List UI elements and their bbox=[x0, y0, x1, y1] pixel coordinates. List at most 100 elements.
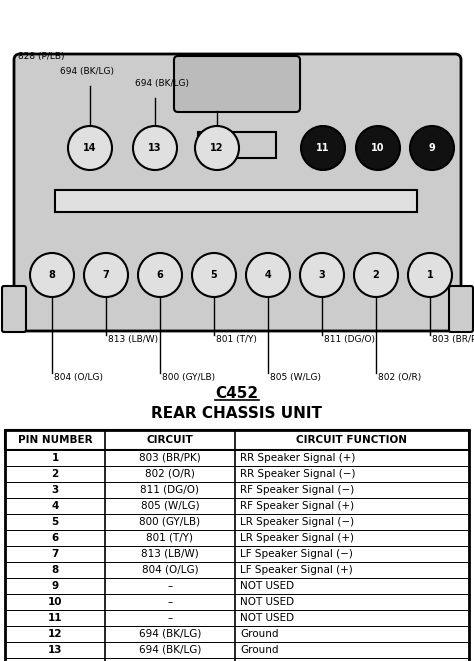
Circle shape bbox=[354, 253, 398, 297]
Bar bbox=[5, 530, 469, 546]
Text: 3: 3 bbox=[319, 270, 325, 280]
Text: 694 (BK/LG): 694 (BK/LG) bbox=[139, 645, 201, 655]
Circle shape bbox=[84, 253, 128, 297]
Text: 4: 4 bbox=[264, 270, 272, 280]
Text: 803 (BR/PK): 803 (BR/PK) bbox=[432, 335, 474, 344]
Text: 5: 5 bbox=[51, 517, 59, 527]
Text: RR Speaker Signal (+): RR Speaker Signal (+) bbox=[240, 453, 356, 463]
Text: 803 (BR/PK): 803 (BR/PK) bbox=[139, 453, 201, 463]
Text: 12: 12 bbox=[48, 629, 62, 639]
Text: 13: 13 bbox=[48, 645, 62, 655]
Text: NOT USED: NOT USED bbox=[240, 597, 294, 607]
Text: 813 (LB/W): 813 (LB/W) bbox=[108, 335, 158, 344]
Circle shape bbox=[133, 126, 177, 170]
Text: RF Speaker Signal (−): RF Speaker Signal (−) bbox=[240, 485, 354, 495]
Circle shape bbox=[301, 126, 345, 170]
Text: 10: 10 bbox=[48, 597, 62, 607]
Text: NOT USED: NOT USED bbox=[240, 581, 294, 591]
Bar bbox=[5, 430, 469, 450]
Text: 8: 8 bbox=[48, 270, 55, 280]
Text: –: – bbox=[167, 613, 173, 623]
Text: 3: 3 bbox=[51, 485, 59, 495]
Bar bbox=[55, 190, 417, 212]
Text: 804 (O/LG): 804 (O/LG) bbox=[54, 373, 103, 382]
Text: 694 (BK/LG): 694 (BK/LG) bbox=[60, 67, 114, 76]
Text: CIRCUIT FUNCTION: CIRCUIT FUNCTION bbox=[297, 435, 408, 445]
Text: 800 (GY/LB): 800 (GY/LB) bbox=[162, 373, 215, 382]
Text: PIN NUMBER: PIN NUMBER bbox=[18, 435, 92, 445]
Text: CIRCUIT: CIRCUIT bbox=[146, 435, 193, 445]
Text: RR Speaker Signal (−): RR Speaker Signal (−) bbox=[240, 469, 356, 479]
Circle shape bbox=[195, 126, 239, 170]
Text: Ground: Ground bbox=[240, 629, 279, 639]
Text: LR Speaker Signal (−): LR Speaker Signal (−) bbox=[240, 517, 354, 527]
Bar bbox=[5, 498, 469, 514]
Text: 805 (W/LG): 805 (W/LG) bbox=[270, 373, 321, 382]
Text: 9: 9 bbox=[52, 581, 59, 591]
Text: Ground: Ground bbox=[240, 645, 279, 655]
Bar bbox=[5, 642, 469, 658]
Bar bbox=[5, 626, 469, 642]
Text: 801 (T/Y): 801 (T/Y) bbox=[216, 335, 257, 344]
Text: 5: 5 bbox=[210, 270, 218, 280]
Circle shape bbox=[138, 253, 182, 297]
Text: –: – bbox=[167, 581, 173, 591]
Bar bbox=[5, 514, 469, 530]
Circle shape bbox=[408, 253, 452, 297]
Text: 828 (P/LB): 828 (P/LB) bbox=[18, 52, 64, 61]
Text: –: – bbox=[167, 597, 173, 607]
Circle shape bbox=[410, 126, 454, 170]
Text: 811 (DG/O): 811 (DG/O) bbox=[140, 485, 200, 495]
Text: 804 (O/LG): 804 (O/LG) bbox=[142, 565, 198, 575]
FancyBboxPatch shape bbox=[2, 286, 26, 332]
Text: 10: 10 bbox=[371, 143, 385, 153]
Text: LF Speaker Signal (+): LF Speaker Signal (+) bbox=[240, 565, 353, 575]
Circle shape bbox=[356, 126, 400, 170]
Text: 13: 13 bbox=[148, 143, 162, 153]
Text: 9: 9 bbox=[428, 143, 436, 153]
Bar bbox=[5, 546, 469, 562]
Text: LR Speaker Signal (+): LR Speaker Signal (+) bbox=[240, 533, 354, 543]
Bar bbox=[5, 658, 469, 661]
Text: LF Speaker Signal (−): LF Speaker Signal (−) bbox=[240, 549, 353, 559]
Circle shape bbox=[246, 253, 290, 297]
Text: 11: 11 bbox=[316, 143, 330, 153]
Text: 2: 2 bbox=[373, 270, 379, 280]
Text: 14: 14 bbox=[83, 143, 97, 153]
Circle shape bbox=[30, 253, 74, 297]
Text: 811 (DG/O): 811 (DG/O) bbox=[324, 335, 375, 344]
Text: 802 (O/R): 802 (O/R) bbox=[145, 469, 195, 479]
Bar bbox=[5, 430, 469, 661]
Text: 801 (T/Y): 801 (T/Y) bbox=[146, 533, 193, 543]
Bar bbox=[5, 562, 469, 578]
Text: NOT USED: NOT USED bbox=[240, 613, 294, 623]
FancyBboxPatch shape bbox=[14, 54, 461, 331]
Text: 6: 6 bbox=[51, 533, 59, 543]
Text: C452: C452 bbox=[216, 385, 258, 401]
Bar bbox=[5, 594, 469, 610]
Text: 4: 4 bbox=[51, 501, 59, 511]
Text: 7: 7 bbox=[103, 270, 109, 280]
Text: 800 (GY/LB): 800 (GY/LB) bbox=[139, 517, 201, 527]
Text: 694 (BK/LG): 694 (BK/LG) bbox=[139, 629, 201, 639]
Text: RF Speaker Signal (+): RF Speaker Signal (+) bbox=[240, 501, 354, 511]
Text: 1: 1 bbox=[51, 453, 59, 463]
Circle shape bbox=[300, 253, 344, 297]
Text: 805 (W/LG): 805 (W/LG) bbox=[141, 501, 199, 511]
Bar bbox=[5, 482, 469, 498]
Circle shape bbox=[192, 253, 236, 297]
Text: 1: 1 bbox=[427, 270, 433, 280]
Text: 12: 12 bbox=[210, 143, 224, 153]
Text: 6: 6 bbox=[156, 270, 164, 280]
Bar bbox=[5, 610, 469, 626]
Bar bbox=[5, 450, 469, 466]
Bar bbox=[5, 466, 469, 482]
Circle shape bbox=[68, 126, 112, 170]
Bar bbox=[198, 132, 276, 158]
Text: 694 (BK/LG): 694 (BK/LG) bbox=[135, 79, 189, 88]
Text: 802 (O/R): 802 (O/R) bbox=[378, 373, 421, 382]
Bar bbox=[5, 578, 469, 594]
Text: 7: 7 bbox=[51, 549, 59, 559]
Text: 8: 8 bbox=[51, 565, 59, 575]
FancyBboxPatch shape bbox=[174, 56, 300, 112]
